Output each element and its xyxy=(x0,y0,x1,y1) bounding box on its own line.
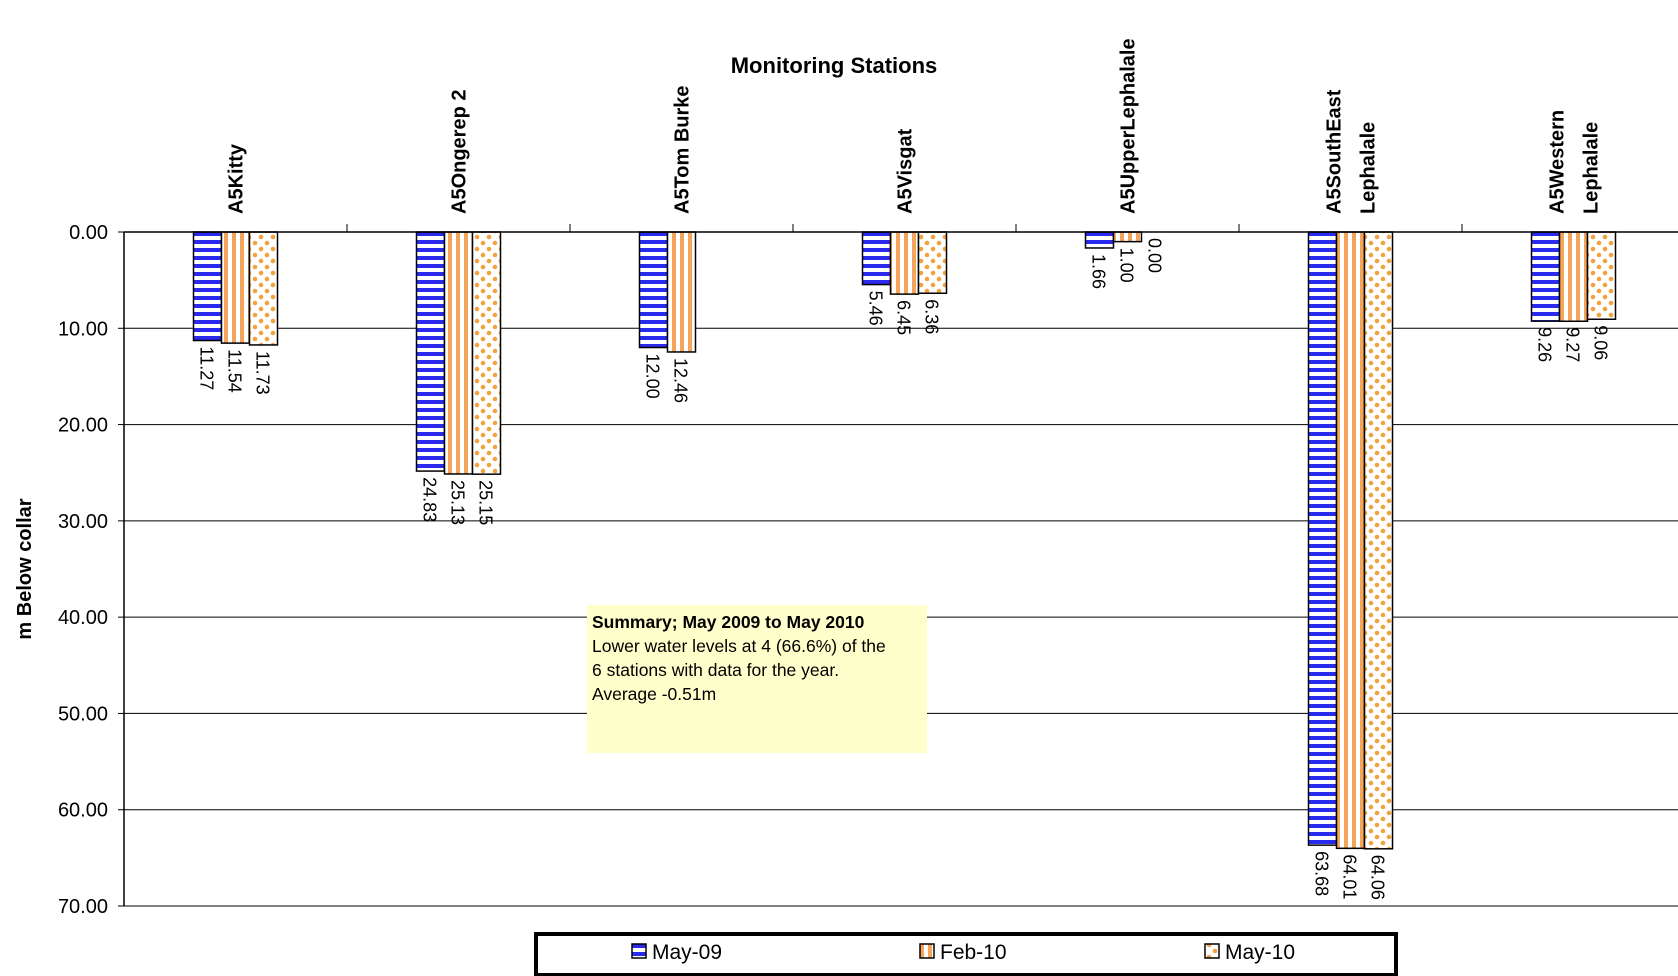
data-label: 0.00 xyxy=(1145,238,1165,273)
bar-feb-10 xyxy=(443,231,474,475)
category-label: A5Ongerep 2 xyxy=(449,90,471,214)
legend: May-09 Feb-10 May-10 xyxy=(534,932,1398,976)
category-label: A5Tom Burke xyxy=(672,85,694,214)
data-label: 64.01 xyxy=(1340,854,1360,899)
legend-entry: Feb-10 xyxy=(940,941,1007,964)
legend-box xyxy=(534,932,1398,976)
data-label: 1.66 xyxy=(1089,254,1109,289)
data-label: 11.27 xyxy=(197,347,217,391)
data-label: 6.45 xyxy=(894,300,914,335)
y-axis-title: m Below collar xyxy=(14,498,36,639)
category-label: A5Western xyxy=(1547,110,1569,214)
legend-entry: May-09 xyxy=(652,941,722,964)
legend-swatch xyxy=(919,943,935,959)
data-label: 9.27 xyxy=(1563,327,1583,362)
y-tick-label: 60.00 xyxy=(58,800,108,822)
bar-feb-10 xyxy=(1112,231,1143,243)
category-label: Lephalale xyxy=(1358,122,1380,214)
bar-feb-10 xyxy=(220,231,251,344)
data-label: 64.06 xyxy=(1368,855,1388,900)
summary-note: Summary; May 2009 to May 2010 Lower wate… xyxy=(587,605,927,753)
data-label: 12.00 xyxy=(643,354,663,399)
data-label: 24.83 xyxy=(420,477,440,522)
summary-line-1: Lower water levels at 4 (66.6%) of the xyxy=(592,636,886,656)
y-tick-label: 30.00 xyxy=(58,511,108,533)
y-tick-label: 40.00 xyxy=(58,607,108,629)
data-label: 63.68 xyxy=(1312,851,1332,896)
y-tick-label: 10.00 xyxy=(58,318,108,340)
bar-feb-10 xyxy=(889,231,920,295)
data-labels: 11.27 11.54 11.73 24.83 25.13 25.15 12.00 12.46… xyxy=(197,238,1611,900)
bar-may-10 xyxy=(1363,231,1394,850)
bar-may-10 xyxy=(917,231,948,294)
category-label: Lephalale xyxy=(1581,122,1603,214)
data-label: 11.54 xyxy=(225,349,245,393)
summary-line-2: 6 stations with data for the year. xyxy=(592,660,840,680)
data-label: 1.00 xyxy=(1117,248,1137,283)
y-tick-label: 20.00 xyxy=(58,415,108,437)
data-label: 5.46 xyxy=(866,291,886,326)
legend-swatch xyxy=(631,943,647,959)
data-label: 25.13 xyxy=(448,480,468,525)
bar-may-09 xyxy=(638,231,669,349)
y-tick-label: 50.00 xyxy=(58,703,108,725)
data-label: 6.36 xyxy=(922,299,942,334)
bar-may-09 xyxy=(861,231,892,286)
bars xyxy=(192,231,1617,850)
data-label: 11.73 xyxy=(253,351,273,395)
category-label: A5SouthEast xyxy=(1324,89,1346,214)
data-label: 9.06 xyxy=(1591,325,1611,360)
data-label: 9.26 xyxy=(1535,327,1555,362)
bar-may-10 xyxy=(248,231,279,346)
category-label: A5Kitty xyxy=(226,143,248,214)
bar-feb-10 xyxy=(1558,231,1589,323)
y-tick-label: 70.00 xyxy=(58,896,108,918)
bar-may-10 xyxy=(1586,231,1617,320)
bar-may-10 xyxy=(471,231,502,475)
legend-swatch xyxy=(1204,943,1220,959)
bar-may-09 xyxy=(1307,231,1338,846)
data-label: 12.46 xyxy=(671,358,691,403)
bar-may-09 xyxy=(192,231,223,342)
summary-line-3: Average -0.51m xyxy=(592,684,717,704)
category-label: A5Visgat xyxy=(895,128,917,214)
data-label: 25.15 xyxy=(476,480,496,525)
x-axis-title: Monitoring Stations xyxy=(731,53,938,78)
legend-entry: May-10 xyxy=(1225,941,1295,964)
bar-feb-10 xyxy=(666,231,697,353)
bar-may-09 xyxy=(1530,231,1561,322)
bar-may-09 xyxy=(1084,231,1115,249)
bar-may-09 xyxy=(415,231,446,472)
category-label: A5UpperLephalale xyxy=(1118,38,1140,214)
bar-feb-10 xyxy=(1335,231,1366,850)
axes: 0.00 10.00 20.00 30.00 40.00 50.00 60.00 70.00 A… xyxy=(14,38,1678,918)
summary-title: Summary; May 2009 to May 2010 xyxy=(592,612,865,632)
y-tick-label: 0.00 xyxy=(69,222,108,244)
